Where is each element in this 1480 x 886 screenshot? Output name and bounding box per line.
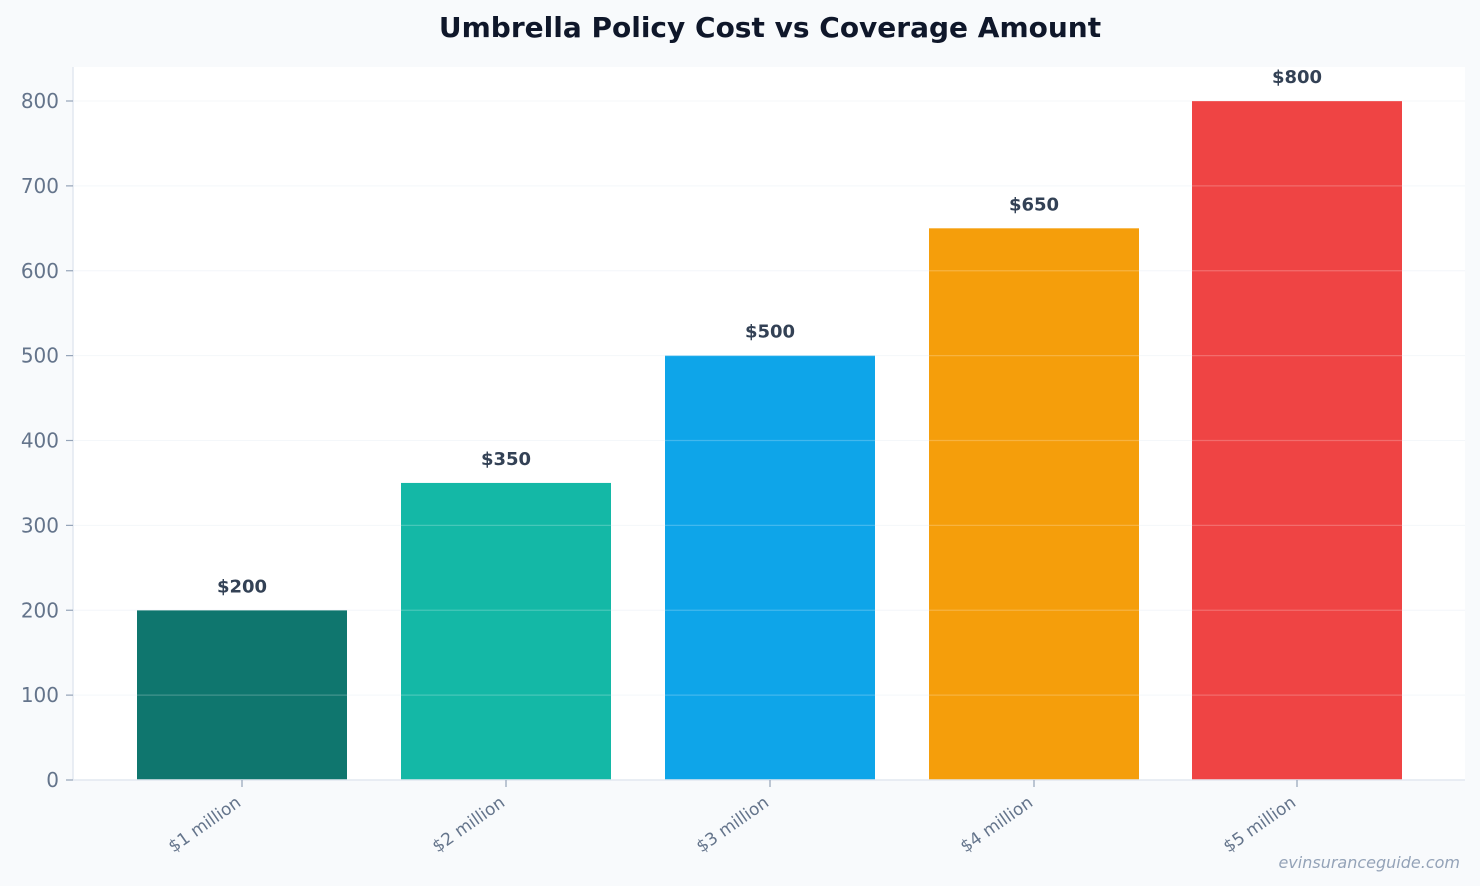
data-labels: $200 $350 $500 $650 $800 [217, 67, 1322, 597]
data-label-3: $500 [745, 322, 795, 343]
bars [137, 101, 1402, 780]
y-ticks: 0 100 200 300 400 500 600 700 800 [21, 89, 73, 792]
y-tick-label-8: 800 [21, 89, 59, 113]
x-tick-label-5: $5 million [1220, 793, 1300, 857]
chart-title: Umbrella Policy Cost vs Coverage Amount [439, 11, 1101, 44]
data-label-2: $350 [481, 449, 531, 470]
watermark: evinsuranceguide.com [1278, 853, 1460, 872]
y-tick-label-1: 100 [21, 683, 59, 707]
x-tick-label-3: $3 million [693, 793, 773, 857]
bar-5 [1192, 101, 1402, 780]
data-label-5: $800 [1272, 67, 1322, 88]
y-tick-label-2: 200 [21, 598, 59, 622]
data-label-4: $650 [1009, 194, 1059, 215]
bar-2 [401, 482, 611, 780]
overlay-gridlines [73, 100, 1465, 696]
x-tick-label-1: $1 million [165, 793, 245, 857]
y-tick-label-6: 600 [21, 259, 59, 283]
y-tick-label-0: 0 [46, 768, 59, 792]
y-tick-label-7: 700 [21, 174, 59, 198]
bar-1 [137, 610, 347, 780]
y-tick-label-5: 500 [21, 344, 59, 368]
x-tick-label-2: $2 million [429, 793, 509, 857]
bar-3 [665, 355, 875, 780]
data-label-1: $200 [217, 576, 267, 597]
bar-4 [929, 228, 1139, 780]
x-ticks: $1 million $2 million $3 million $4 million… [165, 780, 1300, 857]
y-tick-label-4: 400 [21, 429, 59, 453]
y-tick-label-3: 300 [21, 513, 59, 537]
x-tick-label-4: $4 million [957, 793, 1037, 857]
